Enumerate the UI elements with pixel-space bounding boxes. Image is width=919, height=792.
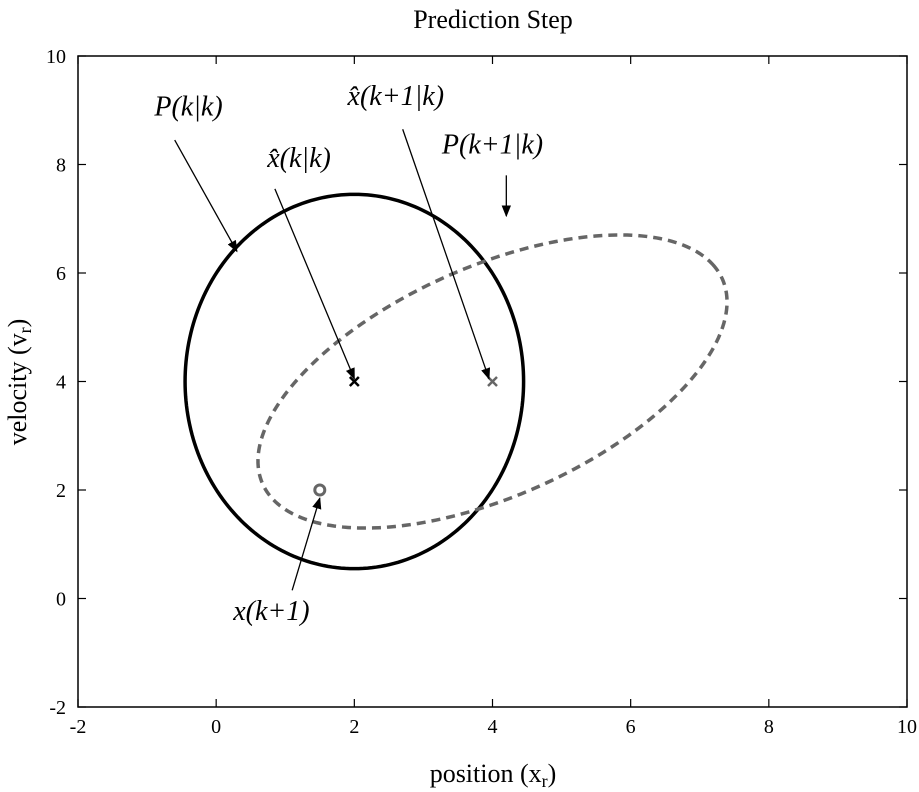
y-tick-label: 8 (56, 155, 66, 177)
axis-ticks (77, 55, 908, 708)
x-tick-label: 4 (488, 716, 498, 738)
x-tick-label: 10 (897, 716, 917, 738)
annotation-arrow (291, 497, 322, 591)
x-tick-label: 6 (626, 716, 636, 738)
annotation-label: x(k+1) (232, 596, 309, 627)
annotations-layer: P(k|k) x̂(k|k) x̂(k+1|k) P(k+1|k) x(k+1) (153, 81, 543, 627)
x-tick-label: -2 (70, 716, 87, 738)
y-tick-label: 6 (56, 263, 66, 285)
prior-covariance-ellipse (183, 192, 526, 571)
annotation-label: P(k|k) (153, 92, 222, 123)
y-tick-label: 4 (56, 372, 66, 394)
predicted-covariance-ellipse (256, 233, 729, 530)
y-tick-label: 2 (56, 480, 66, 502)
x-tick-label: 8 (764, 716, 774, 738)
y-axis-title: velocity (vr) (3, 319, 35, 446)
x-axis-title-subscript: r (542, 771, 548, 791)
annotation-arrow (174, 139, 238, 253)
x-tick-label: 0 (211, 716, 221, 738)
true-state-marker (313, 483, 327, 497)
annotation-label: x̂(k|k) (266, 143, 331, 174)
annotation-label: P(k+1|k) (441, 130, 543, 161)
chart-title: Prediction Step (413, 5, 573, 34)
annotation-arrow (402, 129, 491, 380)
x-tick-label: 2 (349, 716, 359, 738)
x-axis-title: position (xr) (430, 759, 557, 791)
axis-tick-labels: -2 0 2 4 6 8 10 -2 0 2 4 6 8 10 (46, 46, 917, 738)
annotation-arrow (274, 188, 355, 380)
y-tick-label: -2 (49, 697, 66, 719)
annotation-label: x̂(k+1|k) (347, 81, 445, 112)
y-axis-title-subscript: r (15, 327, 35, 333)
y-tick-label: 10 (46, 46, 66, 68)
y-tick-label: 0 (56, 589, 66, 611)
series-layer (183, 192, 729, 571)
